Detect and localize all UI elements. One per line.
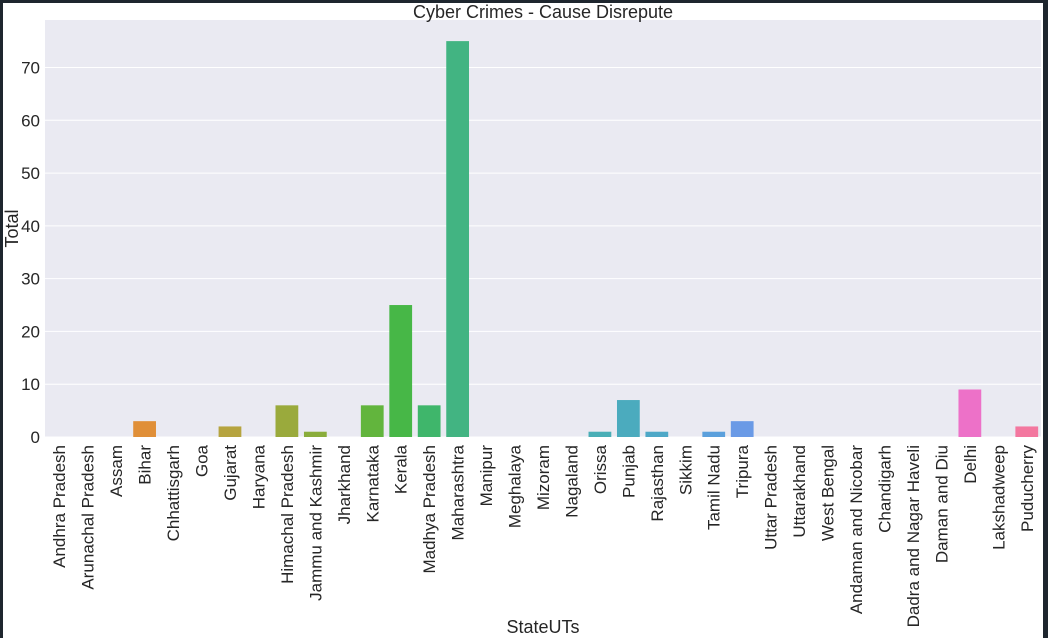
- x-tick-label: Daman and Diu: [932, 445, 951, 563]
- bar-rajasthan: [645, 431, 669, 437]
- x-tick-label: Delhi: [961, 445, 980, 484]
- x-tick-label: Tamil Nadu: [705, 445, 724, 530]
- grid-lines: [45, 67, 1041, 438]
- x-tick-label: Orissa: [591, 444, 610, 494]
- x-tick-label: Gujarat: [221, 445, 240, 501]
- x-tick-labels: Andhra Pradesh Arunachal Pradesh Assam Biha…: [50, 444, 1037, 627]
- bar-jammu-and-kashmir: [303, 431, 327, 437]
- x-tick-label: Himachal Pradesh: [278, 445, 297, 584]
- bars: [133, 41, 1039, 437]
- bar-puducherry: [1015, 426, 1039, 437]
- x-tick-label: West Bengal: [819, 445, 838, 541]
- x-tick-label: Dadra and Nagar Haveli: [904, 445, 923, 627]
- bar-chart: 0 10 20 30 40 50 60 70 Andhra Pradesh Arunachal …: [3, 3, 1041, 637]
- bar-madhya-pradesh: [417, 405, 441, 437]
- bar-kerala: [389, 305, 413, 437]
- x-tick-label: Chhattisgarh: [164, 445, 183, 541]
- bar-tripura: [730, 421, 754, 437]
- plot-background: [45, 20, 1041, 437]
- x-tick-label: Madhya Pradesh: [420, 445, 439, 574]
- bar-punjab: [616, 400, 640, 437]
- y-tick-labels: 0 10 20 30 40 50 60 70: [21, 59, 40, 447]
- bar-gujarat: [218, 426, 242, 437]
- x-tick-label: Uttarakhand: [790, 445, 809, 538]
- x-tick-label: Kerala: [392, 444, 411, 494]
- x-tick-label: Puducherry: [1018, 445, 1037, 532]
- bar-bihar: [133, 421, 156, 437]
- bar-maharashtra: [446, 41, 470, 437]
- y-tick-label: 60: [21, 111, 40, 130]
- x-tick-label: Manipur: [477, 445, 496, 507]
- x-tick-label: Bihar: [136, 445, 155, 485]
- y-tick-label: 40: [21, 217, 40, 236]
- x-tick-label: Nagaland: [562, 445, 581, 518]
- bar-karnataka: [360, 405, 384, 437]
- x-tick-label: Mizoram: [534, 445, 553, 510]
- x-axis-title: StateUTs: [506, 617, 579, 637]
- chart-title: Cyber Crimes - Cause Disrepute: [413, 3, 673, 22]
- y-tick-label: 20: [21, 322, 40, 341]
- x-tick-label: Jharkhand: [335, 445, 354, 524]
- x-tick-label: Uttar Pradesh: [762, 445, 781, 550]
- x-tick-label: Goa: [193, 444, 212, 477]
- y-tick-label: 50: [21, 164, 40, 183]
- x-tick-label: Meghalaya: [506, 444, 525, 528]
- chart-frame: 0 10 20 30 40 50 60 70 Andhra Pradesh Arunachal …: [3, 3, 1043, 638]
- bar-himachal-pradesh: [275, 405, 299, 437]
- x-tick-label: Rajasthan: [648, 445, 667, 522]
- y-tick-label: 70: [21, 59, 40, 78]
- x-tick-label: Chandigarh: [875, 445, 894, 533]
- x-tick-label: Lakshadweep: [989, 445, 1008, 550]
- y-tick-label: 0: [31, 428, 40, 447]
- bar-delhi: [958, 389, 982, 437]
- x-tick-label: Arunachal Pradesh: [79, 445, 98, 590]
- bar-orissa: [588, 431, 612, 437]
- x-tick-label: Jammu and Kashmir: [306, 445, 325, 601]
- y-tick-label: 30: [21, 270, 40, 289]
- y-axis-title: Total: [3, 209, 22, 247]
- x-tick-label: Sikkim: [676, 445, 695, 495]
- x-tick-label: Assam: [107, 445, 126, 497]
- y-tick-label: 10: [21, 375, 40, 394]
- bar-tamil-nadu: [702, 431, 726, 437]
- x-tick-label: Punjab: [619, 445, 638, 498]
- x-tick-label: Andaman and Nicobar: [847, 445, 866, 615]
- x-tick-label: Andhra Pradesh: [50, 445, 69, 568]
- x-tick-label: Haryana: [249, 444, 268, 509]
- x-tick-label: Maharashtra: [449, 444, 468, 540]
- x-tick-label: Karnataka: [363, 444, 382, 522]
- x-tick-label: Tripura: [733, 444, 752, 498]
